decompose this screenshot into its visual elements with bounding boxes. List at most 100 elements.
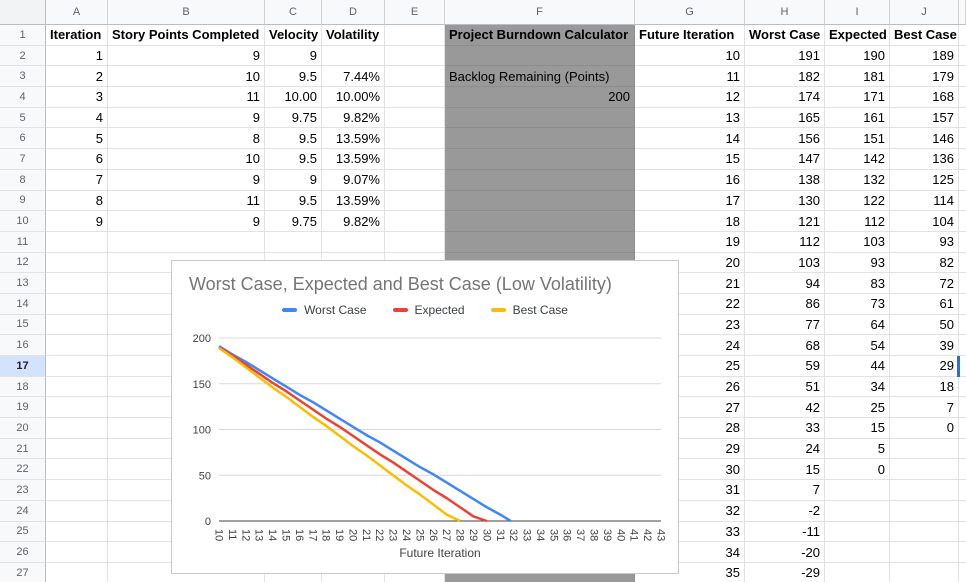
cell-I1[interactable]: Expected bbox=[825, 25, 890, 46]
cell-E4[interactable] bbox=[385, 87, 445, 108]
column-header-J[interactable]: J bbox=[890, 0, 959, 25]
cell-H21[interactable]: 24 bbox=[745, 438, 825, 460]
cell-partial-25[interactable] bbox=[959, 521, 966, 543]
cell-E1[interactable] bbox=[385, 25, 445, 46]
cell-partial-17[interactable] bbox=[959, 356, 966, 377]
cell-B9[interactable]: 11 bbox=[108, 190, 265, 212]
row-header-7[interactable]: 7 bbox=[0, 149, 46, 170]
cell-A13[interactable] bbox=[46, 273, 108, 294]
row-header-24[interactable]: 24 bbox=[0, 500, 46, 522]
row-header-27[interactable]: 27 bbox=[0, 562, 46, 582]
row-header-13[interactable]: 13 bbox=[0, 273, 46, 294]
cell-H19[interactable]: 42 bbox=[745, 397, 825, 419]
cell-H3[interactable]: 182 bbox=[745, 66, 825, 88]
cell-partial-26[interactable] bbox=[959, 542, 966, 563]
cell-A1[interactable]: Iteration bbox=[46, 25, 108, 46]
cell-A7[interactable]: 6 bbox=[46, 149, 108, 170]
cell-J10[interactable]: 104 bbox=[890, 211, 959, 232]
cell-C4[interactable]: 10.00 bbox=[265, 87, 322, 108]
cell-E5[interactable] bbox=[385, 107, 445, 129]
cell-I9[interactable]: 122 bbox=[825, 190, 890, 212]
cell-I8[interactable]: 132 bbox=[825, 169, 890, 191]
row-header-21[interactable]: 21 bbox=[0, 438, 46, 460]
cell-J22[interactable] bbox=[890, 459, 959, 481]
row-header-19[interactable]: 19 bbox=[0, 397, 46, 419]
cell-D6[interactable]: 13.59% bbox=[322, 128, 385, 150]
column-header-B[interactable]: B bbox=[108, 0, 265, 25]
cell-partial-10[interactable] bbox=[959, 211, 966, 232]
column-header-H[interactable]: H bbox=[745, 0, 825, 25]
row-header-8[interactable]: 8 bbox=[0, 169, 46, 191]
cell-H13[interactable]: 94 bbox=[745, 273, 825, 294]
cell-partial-20[interactable] bbox=[959, 418, 966, 439]
cell-I22[interactable]: 0 bbox=[825, 459, 890, 481]
cell-A9[interactable]: 8 bbox=[46, 190, 108, 212]
cell-A26[interactable] bbox=[46, 542, 108, 563]
cell-H8[interactable]: 138 bbox=[745, 169, 825, 191]
row-header-12[interactable]: 12 bbox=[0, 252, 46, 274]
cell-H23[interactable]: 7 bbox=[745, 480, 825, 501]
cell-partial-8[interactable] bbox=[959, 169, 966, 191]
cell-B11[interactable] bbox=[108, 231, 265, 253]
cell-C9[interactable]: 9.5 bbox=[265, 190, 322, 212]
row-header-15[interactable]: 15 bbox=[0, 314, 46, 336]
cell-D1[interactable]: Volatility bbox=[322, 25, 385, 46]
cell-I24[interactable] bbox=[825, 500, 890, 522]
cell-H6[interactable]: 156 bbox=[745, 128, 825, 150]
row-header-22[interactable]: 22 bbox=[0, 459, 46, 481]
cell-H2[interactable]: 191 bbox=[745, 45, 825, 67]
cell-C7[interactable]: 9.5 bbox=[265, 149, 322, 170]
cell-partial-4[interactable] bbox=[959, 87, 966, 108]
cell-A22[interactable] bbox=[46, 459, 108, 481]
cell-B2[interactable]: 9 bbox=[108, 45, 265, 67]
cell-partial-27[interactable] bbox=[959, 562, 966, 582]
column-header-C[interactable]: C bbox=[265, 0, 322, 25]
cell-E10[interactable] bbox=[385, 211, 445, 232]
cell-B1[interactable]: Story Points Completed bbox=[108, 25, 265, 46]
cell-C10[interactable]: 9.75 bbox=[265, 211, 322, 232]
cell-partial-15[interactable] bbox=[959, 314, 966, 336]
cell-J9[interactable]: 114 bbox=[890, 190, 959, 212]
cell-partial-23[interactable] bbox=[959, 480, 966, 501]
cell-I16[interactable]: 54 bbox=[825, 335, 890, 356]
legend-item-best-case[interactable]: Best Case bbox=[490, 303, 568, 317]
cell-J24[interactable] bbox=[890, 500, 959, 522]
cell-I19[interactable]: 25 bbox=[825, 397, 890, 419]
row-header-23[interactable]: 23 bbox=[0, 480, 46, 501]
cell-H24[interactable]: -2 bbox=[745, 500, 825, 522]
cell-D5[interactable]: 9.82% bbox=[322, 107, 385, 129]
column-header-partial[interactable] bbox=[959, 0, 966, 25]
cell-A20[interactable] bbox=[46, 418, 108, 439]
cell-I6[interactable]: 151 bbox=[825, 128, 890, 150]
column-header-G[interactable]: G bbox=[635, 0, 745, 25]
cell-H12[interactable]: 103 bbox=[745, 252, 825, 274]
cell-F1[interactable]: Project Burndown Calculator bbox=[445, 25, 635, 46]
embedded-chart[interactable]: Worst Case, Expected and Best Case (Low … bbox=[171, 260, 679, 574]
cell-J17[interactable]: 29 bbox=[890, 356, 959, 377]
cell-H15[interactable]: 77 bbox=[745, 314, 825, 336]
cell-H14[interactable]: 86 bbox=[745, 293, 825, 315]
cell-F9[interactable] bbox=[445, 190, 635, 212]
cell-H11[interactable]: 112 bbox=[745, 231, 825, 253]
row-header-14[interactable]: 14 bbox=[0, 293, 46, 315]
cell-F10[interactable] bbox=[445, 211, 635, 232]
cell-A18[interactable] bbox=[46, 376, 108, 398]
cell-H4[interactable]: 174 bbox=[745, 87, 825, 108]
cell-J5[interactable]: 157 bbox=[890, 107, 959, 129]
cell-C2[interactable]: 9 bbox=[265, 45, 322, 67]
legend-item-worst-case[interactable]: Worst Case bbox=[282, 303, 367, 317]
cell-D9[interactable]: 13.59% bbox=[322, 190, 385, 212]
cell-H1[interactable]: Worst Case bbox=[745, 25, 825, 46]
cell-H22[interactable]: 15 bbox=[745, 459, 825, 481]
cell-F2[interactable] bbox=[445, 45, 635, 67]
column-header-D[interactable]: D bbox=[322, 0, 385, 25]
cell-H27[interactable]: -29 bbox=[745, 562, 825, 582]
cell-E7[interactable] bbox=[385, 149, 445, 170]
cell-G4[interactable]: 12 bbox=[635, 87, 745, 108]
cell-G10[interactable]: 18 bbox=[635, 211, 745, 232]
cell-C3[interactable]: 9.5 bbox=[265, 66, 322, 88]
cell-H10[interactable]: 121 bbox=[745, 211, 825, 232]
cell-J27[interactable] bbox=[890, 562, 959, 582]
cell-D7[interactable]: 13.59% bbox=[322, 149, 385, 170]
cell-B4[interactable]: 11 bbox=[108, 87, 265, 108]
